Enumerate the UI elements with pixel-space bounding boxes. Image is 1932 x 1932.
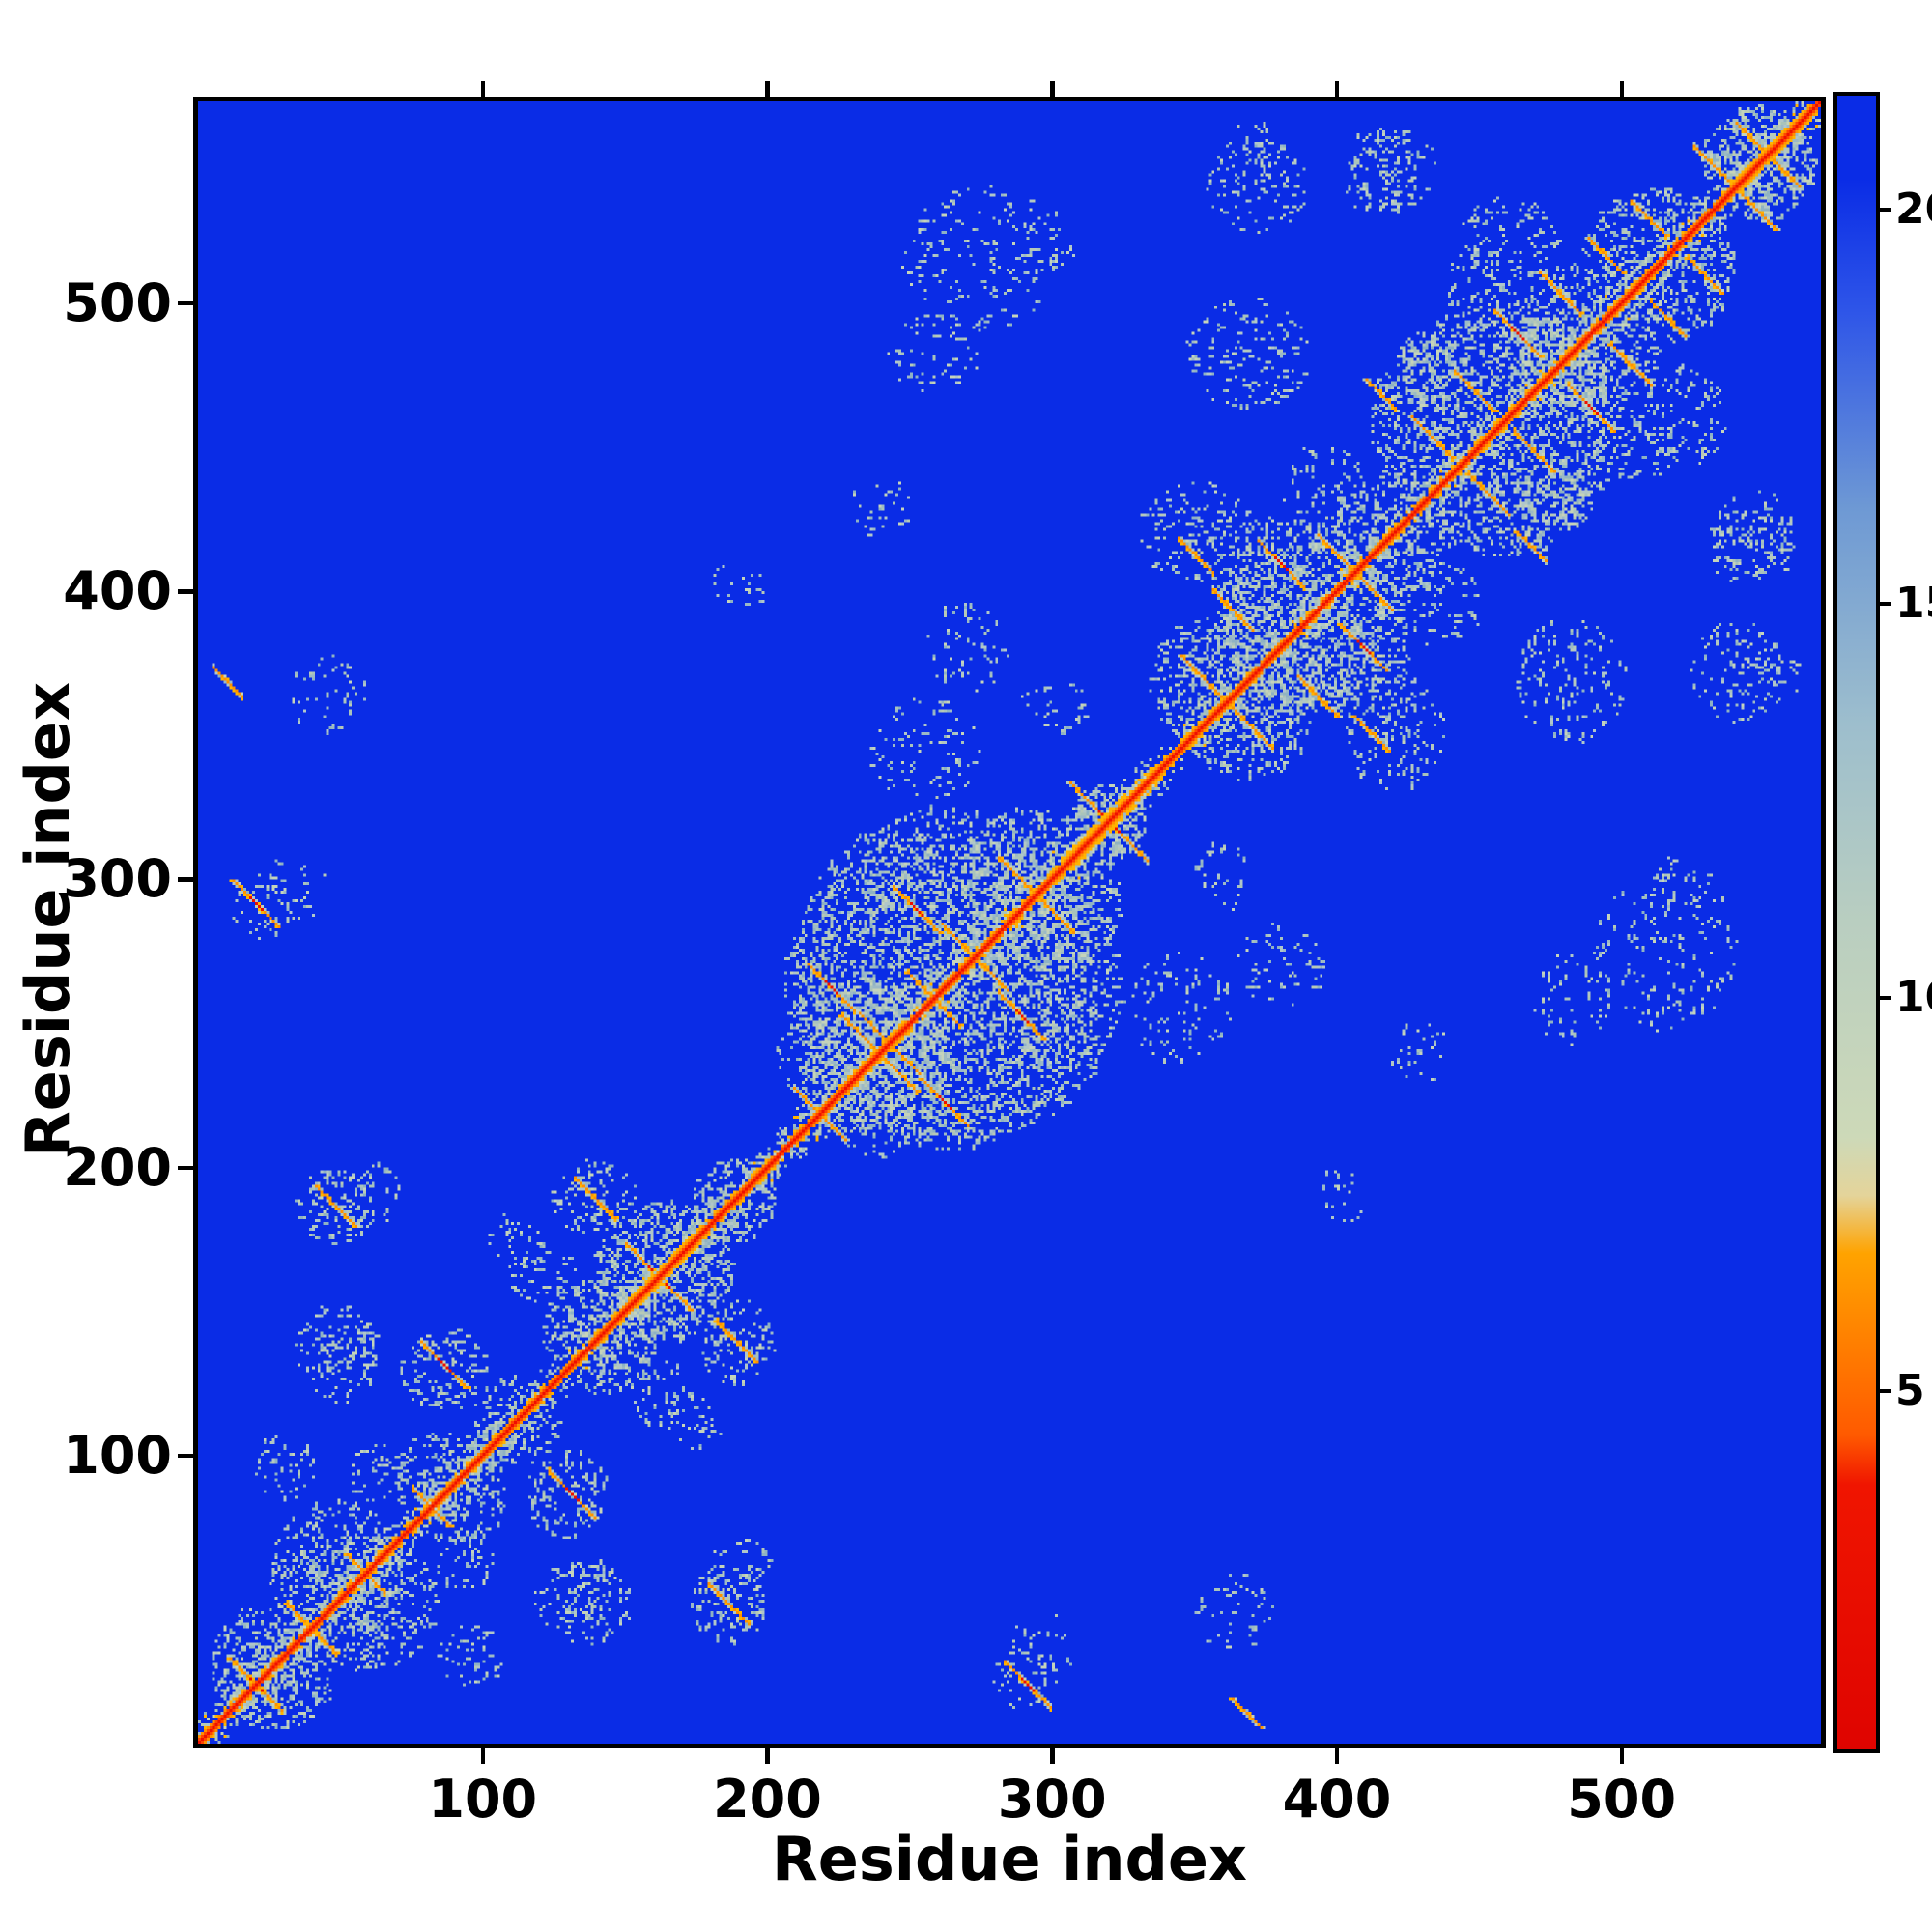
y-tick-label-100: 100 (63, 1424, 172, 1486)
x-axis-title: Residue index (772, 1824, 1247, 1894)
colorbar-tick-label-15: 15 (1895, 578, 1932, 628)
x-tick-label-200: 200 (713, 1769, 822, 1830)
y-tick-100 (178, 1453, 193, 1459)
colorbar-tick-20 (1880, 208, 1891, 213)
x-tick-label-400: 400 (1282, 1769, 1392, 1830)
y-tick-label-200: 200 (63, 1136, 172, 1198)
x-tick-400 (1334, 1748, 1340, 1764)
y-tick-400 (178, 589, 193, 594)
y-tick-200 (178, 1165, 193, 1170)
x-tick-300 (1050, 1748, 1055, 1764)
x-tick-200 (765, 1748, 770, 1764)
colorbar-tick-10 (1880, 995, 1891, 1000)
x-tick-label-500: 500 (1567, 1769, 1677, 1830)
x-tick-top-500 (1619, 81, 1625, 97)
x-tick-top-200 (765, 81, 770, 97)
y-axis-title: Residue index (13, 682, 83, 1157)
x-tick-top-100 (480, 81, 486, 97)
x-tick-top-400 (1334, 81, 1340, 97)
y-tick-500 (178, 300, 193, 306)
y-tick-label-300: 300 (63, 848, 172, 910)
colorbar-tick-5 (1880, 1389, 1891, 1394)
x-tick-top-300 (1050, 81, 1055, 97)
x-tick-label-100: 100 (428, 1769, 538, 1830)
heatmap-canvas (198, 101, 1821, 1744)
x-tick-500 (1619, 1748, 1625, 1764)
x-tick-100 (480, 1748, 486, 1764)
colorbar (1833, 92, 1880, 1753)
y-tick-label-400: 400 (63, 560, 172, 622)
heatmap-plot-area (193, 97, 1826, 1748)
colorbar-tick-label-20: 20 (1895, 185, 1932, 235)
colorbar-tick-15 (1880, 601, 1891, 606)
colorbar-tick-label-5: 5 (1895, 1366, 1925, 1416)
y-tick-label-500: 500 (63, 271, 172, 333)
x-tick-label-300: 300 (997, 1769, 1107, 1830)
y-tick-300 (178, 877, 193, 882)
colorbar-tick-label-10: 10 (1895, 972, 1932, 1022)
